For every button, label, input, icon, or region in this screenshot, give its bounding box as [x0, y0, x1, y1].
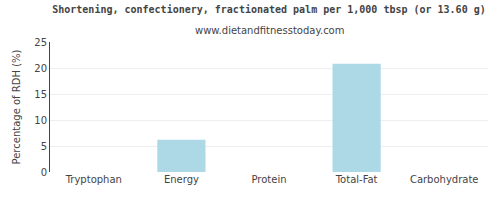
svg-text:Shortening, confectionery, fra: Shortening, confectionery, fractionated … — [52, 4, 485, 15]
svg-text:Total-Fat: Total-Fat — [335, 174, 378, 185]
svg-text:Energy: Energy — [164, 174, 199, 185]
svg-text:Carbohydrate: Carbohydrate — [410, 174, 479, 185]
svg-text:0: 0 — [41, 167, 47, 178]
svg-text:Percentage of RDH (%): Percentage of RDH (%) — [11, 49, 22, 164]
svg-text:5: 5 — [41, 141, 47, 152]
svg-text:Tryptophan: Tryptophan — [65, 174, 122, 185]
svg-text:10: 10 — [34, 115, 47, 126]
svg-text:Protein: Protein — [251, 174, 286, 185]
svg-text:20: 20 — [34, 63, 47, 74]
svg-text:25: 25 — [34, 37, 47, 48]
svg-text:15: 15 — [34, 89, 47, 100]
svg-text:www.dietandfitnesstoday.com: www.dietandfitnesstoday.com — [195, 25, 344, 36]
